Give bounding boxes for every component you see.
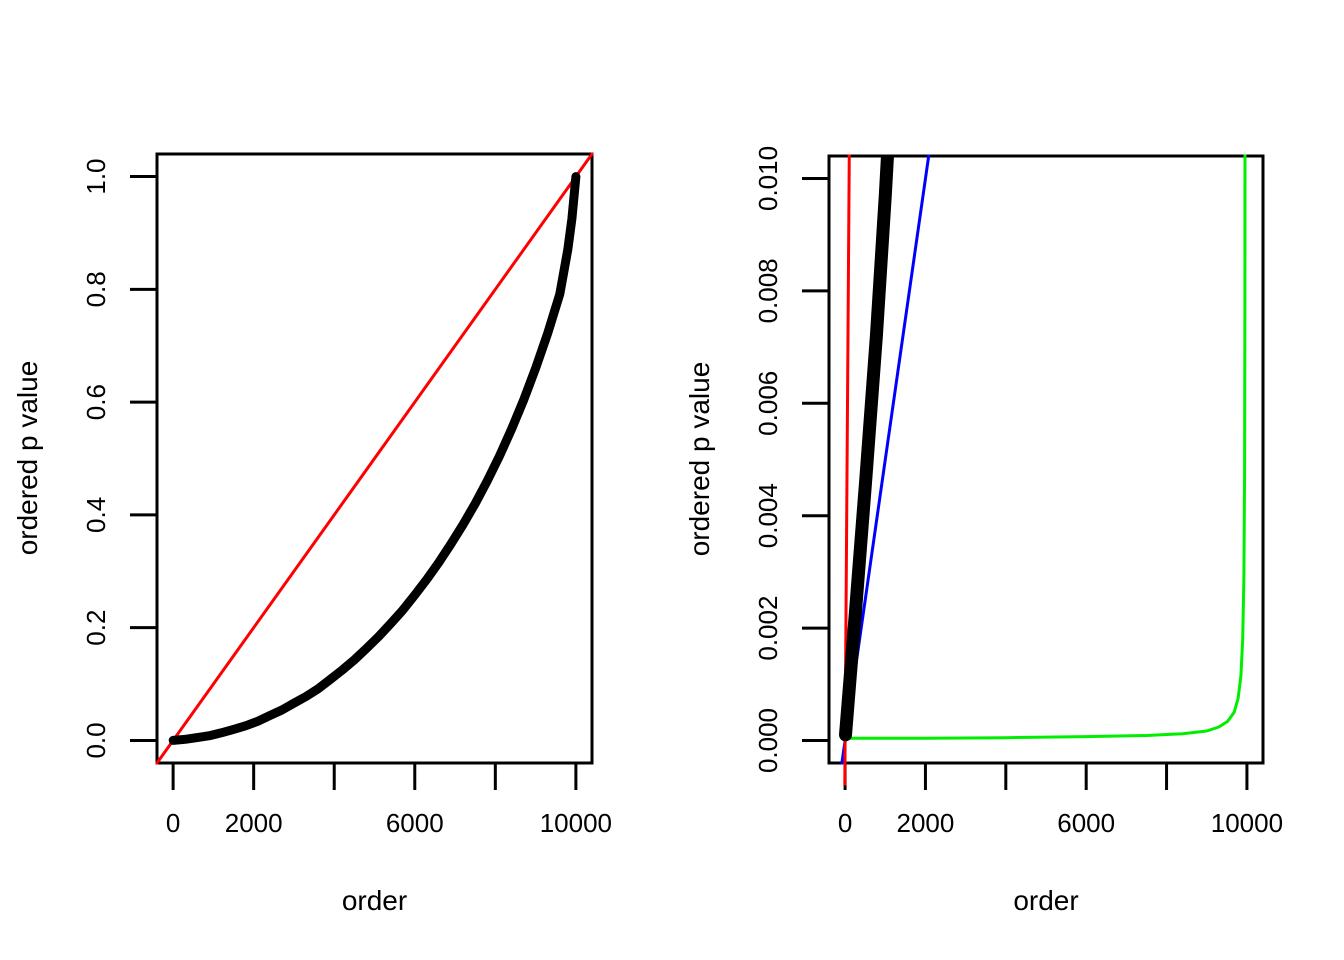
y-tick-label: 0.2 [81,610,111,646]
series-sorted-p-values [839,154,895,742]
x-tick-label: 10000 [540,808,612,838]
series-sorted-p-values [168,172,581,745]
y-tick-label: 0.002 [753,596,783,661]
left-x-axis-label: order [342,885,407,916]
x-tick-label: 6000 [1057,808,1115,838]
y-tick-label: 0.006 [753,371,783,436]
y-tick-label: 0.008 [753,258,783,323]
y-tick-label: 0.0 [81,722,111,758]
x-tick-label: 10000 [1211,808,1283,838]
y-tick-label: 0.000 [753,708,783,773]
x-tick-label: 2000 [225,808,283,838]
x-tick-label: 0 [838,808,852,838]
y-tick-label: 1.0 [81,158,111,194]
left-y-axis-label: ordered p value [12,361,43,556]
right-x-axis-label: order [1013,885,1078,916]
x-tick-label: 0 [166,808,180,838]
y-tick-label: 0.8 [81,271,111,307]
y-tick-label: 0.010 [753,146,783,211]
right-plot: 0 2000 6000 10000 0.000 0.002 0.004 0.006 0.008 0… [753,146,1283,838]
left-plot: 0 2000 6000 10000 0.0 0.2 0.4 0.6 0.8 1.0 [81,152,612,838]
plot-box [155,152,594,765]
series-bh-adjusted-p-values [845,154,1247,740]
x-tick-label: 6000 [386,808,444,838]
y-tick-label: 0.6 [81,384,111,420]
y-tick-label: 0.4 [81,497,111,533]
y-tick-label: 0.004 [753,483,783,548]
x-tick-label: 2000 [897,808,955,838]
right-y-axis-label: ordered p value [684,362,715,557]
series-uniform-quantile-line [155,152,594,765]
plot-box [827,154,1265,765]
